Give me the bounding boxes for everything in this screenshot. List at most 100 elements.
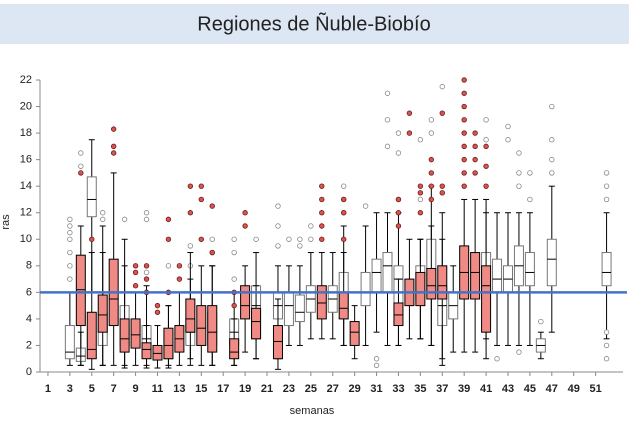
- outlier: [516, 170, 522, 176]
- outlier: [143, 276, 150, 282]
- outlier: [472, 170, 478, 176]
- box: [240, 285, 251, 320]
- outlier: [187, 243, 194, 249]
- outlier: [603, 329, 610, 335]
- box: [64, 325, 75, 360]
- outlier: [516, 150, 522, 156]
- title-banner: [0, 4, 629, 44]
- outlier: [143, 269, 150, 276]
- outlier: [483, 137, 489, 143]
- y-tick-label: 4: [26, 313, 32, 325]
- x-tick-label: 13: [173, 383, 185, 395]
- x-tick-label: 27: [327, 383, 339, 395]
- box: [349, 321, 360, 346]
- outlier: [100, 216, 106, 223]
- outlier: [231, 236, 237, 242]
- box: [283, 291, 294, 327]
- box: [601, 252, 612, 287]
- outlier: [231, 249, 237, 256]
- outlier: [198, 236, 204, 242]
- outlier: [417, 196, 424, 203]
- y-tick-label: 16: [20, 154, 32, 166]
- outlier: [603, 196, 610, 203]
- outlier: [319, 236, 325, 242]
- x-tick-label: 51: [589, 383, 601, 395]
- outlier: [340, 210, 347, 216]
- x-tick-label: 11: [152, 383, 164, 395]
- box: [152, 344, 163, 361]
- outlier: [483, 183, 489, 189]
- outlier: [428, 196, 435, 203]
- outlier: [549, 156, 555, 163]
- outlier: [67, 229, 73, 236]
- outlier: [472, 130, 478, 136]
- outlier: [187, 210, 194, 216]
- box: [86, 311, 97, 360]
- outlier: [132, 269, 139, 276]
- box: [382, 252, 393, 293]
- outlier: [439, 190, 445, 196]
- outlier: [242, 223, 248, 229]
- x-tick-label: 37: [436, 383, 448, 395]
- box: [524, 252, 535, 287]
- outlier: [154, 302, 161, 309]
- x-tick-label: 39: [458, 383, 470, 395]
- x-tick-label: 9: [133, 383, 139, 395]
- outlier: [384, 143, 391, 150]
- outlier: [231, 302, 237, 309]
- box: [426, 267, 437, 300]
- outlier: [143, 216, 150, 223]
- x-tick-label: 47: [546, 383, 558, 395]
- outlier: [319, 196, 325, 203]
- outlier: [505, 137, 511, 143]
- box: [360, 271, 371, 307]
- outlier: [603, 183, 610, 189]
- box: [338, 291, 349, 320]
- outlier: [165, 216, 172, 223]
- x-tick-label: 1: [45, 383, 51, 395]
- chart-title: Regiones de Ñuble-Biobío: [197, 11, 431, 35]
- x-tick-label: 23: [283, 383, 295, 395]
- y-tick-label: 22: [20, 74, 32, 86]
- outlier: [549, 103, 555, 110]
- x-tick-label: 43: [502, 383, 514, 395]
- y-tick-label: 0: [26, 366, 32, 378]
- outlier: [297, 236, 303, 242]
- outlier: [67, 216, 73, 223]
- box: [130, 318, 141, 349]
- outlier: [472, 143, 478, 150]
- outlier: [78, 163, 84, 169]
- x-tick-label: 7: [111, 383, 117, 395]
- outlier: [373, 356, 380, 362]
- outlier: [67, 276, 73, 282]
- outlier: [395, 223, 402, 229]
- outlier: [494, 356, 500, 362]
- outlier: [67, 263, 73, 269]
- outlier: [340, 196, 347, 203]
- outlier: [527, 196, 533, 203]
- outlier: [384, 90, 391, 96]
- box: [393, 302, 404, 327]
- outlier: [505, 123, 511, 130]
- outlier: [165, 236, 172, 242]
- outlier: [461, 156, 467, 163]
- x-tick-label: 15: [195, 383, 207, 395]
- outlier: [428, 156, 435, 163]
- outlier: [461, 90, 467, 96]
- box: [272, 325, 283, 360]
- box: [470, 252, 481, 300]
- x-tick-label: 3: [67, 383, 73, 395]
- outlier: [319, 183, 325, 189]
- outlier: [297, 243, 303, 249]
- outlier: [516, 349, 522, 355]
- outlier: [67, 249, 73, 256]
- outlier: [209, 236, 215, 242]
- outlier: [319, 210, 325, 216]
- outlier: [198, 183, 204, 189]
- outlier: [428, 117, 435, 123]
- outlier: [538, 318, 544, 325]
- x-tick-label: 21: [261, 383, 273, 395]
- outlier: [100, 210, 106, 216]
- box: [97, 294, 108, 333]
